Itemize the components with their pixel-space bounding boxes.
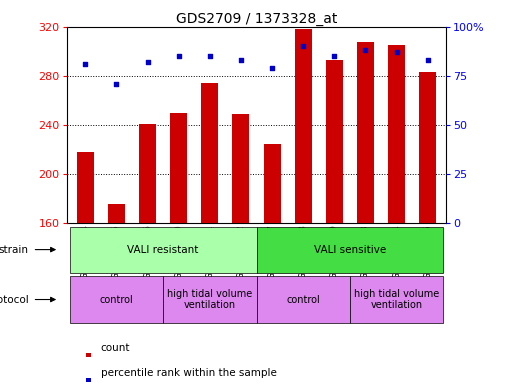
Text: VALI resistant: VALI resistant	[127, 245, 199, 255]
Point	[424, 57, 432, 63]
Point	[299, 43, 307, 50]
Bar	[357, 41, 374, 223]
Bar	[326, 60, 343, 223]
Text: high tidal volume
ventilation: high tidal volume ventilation	[167, 289, 252, 310]
Bar	[170, 113, 187, 223]
Text: strain: strain	[0, 245, 29, 255]
Bar	[294, 29, 312, 223]
Point	[144, 59, 152, 65]
Point	[206, 53, 214, 59]
Bar	[139, 124, 156, 223]
Bar	[77, 152, 94, 223]
Bar	[388, 45, 405, 223]
Bar	[108, 204, 125, 223]
Point	[392, 49, 401, 55]
Text: control: control	[100, 295, 133, 305]
Bar	[86, 378, 91, 382]
Text: high tidal volume
ventilation: high tidal volume ventilation	[354, 289, 439, 310]
Point	[81, 61, 89, 67]
FancyBboxPatch shape	[70, 227, 256, 273]
FancyBboxPatch shape	[163, 276, 256, 323]
Point	[237, 57, 245, 63]
FancyBboxPatch shape	[70, 276, 163, 323]
Text: percentile rank within the sample: percentile rank within the sample	[101, 368, 277, 378]
Point	[330, 53, 339, 59]
Text: count: count	[101, 343, 130, 353]
Text: control: control	[286, 295, 320, 305]
Bar	[86, 353, 91, 356]
Point	[361, 47, 369, 53]
FancyBboxPatch shape	[350, 276, 443, 323]
Title: GDS2709 / 1373328_at: GDS2709 / 1373328_at	[176, 12, 337, 26]
Point	[268, 65, 276, 71]
FancyBboxPatch shape	[256, 227, 443, 273]
Bar	[264, 144, 281, 223]
Text: protocol: protocol	[0, 295, 29, 305]
Text: VALI sensitive: VALI sensitive	[314, 245, 386, 255]
Bar	[419, 72, 436, 223]
Bar	[201, 83, 219, 223]
Bar	[232, 114, 249, 223]
Point	[112, 81, 121, 87]
FancyBboxPatch shape	[256, 276, 350, 323]
Point	[174, 53, 183, 59]
